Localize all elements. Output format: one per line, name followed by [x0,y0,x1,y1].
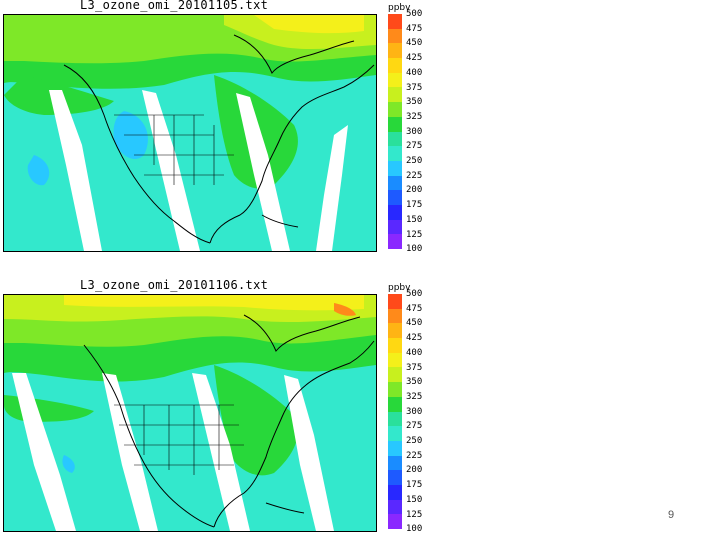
colorbar-tick-label: 275 [406,421,423,432]
ozone-map-panel-2: L3_ozone_omi_20101106.txt ppbv 500 475 450… [0,278,440,540]
colorbar-tick-label: 475 [406,23,423,34]
colorbar-tick-label: 375 [406,362,423,373]
colorbar-swatch [388,455,402,471]
colorbar-tick-label: 350 [406,377,423,388]
colorbar-tick-label: 400 [406,347,423,358]
ozone-map-graphic [4,15,376,251]
colorbar-tick-label: 375 [406,82,423,93]
colorbar-swatch [388,14,402,29]
colorbar-swatch [388,160,402,176]
colorbar-swatch [388,514,402,529]
colorbar-tick-label: 200 [406,185,423,196]
colorbar-tick-label: 325 [406,391,423,402]
colorbar-swatch [388,440,402,456]
colorbar-swatch [388,323,402,339]
colorbar-tick-label: 275 [406,141,423,152]
colorbar-tick-label: 300 [406,126,423,137]
colorbar-tick-label: 100 [406,244,423,255]
colorbar-swatch [388,294,402,309]
colorbar-swatch [388,308,402,324]
colorbar-tick-label: 225 [406,170,423,181]
ozone-map [3,14,377,252]
colorbar-tick-label: 350 [406,97,423,108]
colorbar-tick-label: 200 [406,465,423,476]
ozone-map-graphic [4,295,376,531]
colorbar-tick-label: 325 [406,111,423,122]
colorbar-tick-label: 150 [406,214,423,225]
colorbar-tick-label: 225 [406,450,423,461]
colorbar [388,14,402,249]
colorbar-swatch [388,484,402,500]
colorbar-tick-label: 250 [406,436,423,446]
ozone-map-panel-1: L3_ozone_omi_20101105.txt [0,0,440,262]
colorbar-swatch [388,58,402,73]
colorbar-swatch [388,426,402,441]
colorbar-swatch [388,175,402,191]
colorbar-unit: ppbv [388,3,411,13]
colorbar-swatch [388,367,402,383]
colorbar-swatch [388,72,402,88]
colorbar-tick-label: 450 [406,318,423,329]
colorbar-swatch [388,338,402,353]
colorbar-tick-label: 500 [406,9,423,19]
colorbar-swatch [388,234,402,249]
colorbar-swatch [388,28,402,44]
colorbar-swatch [388,131,402,147]
colorbar-tick-label: 425 [406,53,423,64]
colorbar-swatch [388,43,402,59]
colorbar-tick-label: 175 [406,200,423,211]
colorbar-swatch [388,116,402,132]
colorbar-tick-label: 400 [406,67,423,78]
colorbar-swatch [388,102,402,117]
colorbar-tick-label: 250 [406,156,423,166]
colorbar-swatch [388,382,402,397]
page-number: 9 [668,509,675,521]
colorbar-swatch [388,87,402,103]
colorbar-tick-label: 450 [406,38,423,49]
colorbar-swatch [388,396,402,412]
ozone-map [3,294,377,532]
colorbar-tick-label: 125 [406,229,423,240]
colorbar-swatch [388,204,402,220]
colorbar-tick-label: 425 [406,333,423,344]
colorbar-tick-label: 475 [406,303,423,314]
colorbar-swatch [388,352,402,368]
colorbar-swatch [388,411,402,427]
colorbar-unit: ppbv [388,283,411,293]
colorbar-tick-label: 175 [406,480,423,491]
colorbar-tick-label: 100 [406,524,423,535]
colorbar-tick-label: 150 [406,494,423,505]
map-title: L3_ozone_omi_20101106.txt [80,278,269,292]
colorbar-swatch [388,190,402,205]
colorbar-swatch [388,219,402,235]
map-title: L3_ozone_omi_20101105.txt [80,0,269,12]
colorbar-tick-label: 300 [406,406,423,417]
colorbar-swatch [388,146,402,161]
colorbar [388,294,402,529]
colorbar-tick-label: 500 [406,289,423,299]
colorbar-swatch [388,499,402,515]
colorbar-swatch [388,470,402,485]
colorbar-tick-label: 125 [406,509,423,520]
